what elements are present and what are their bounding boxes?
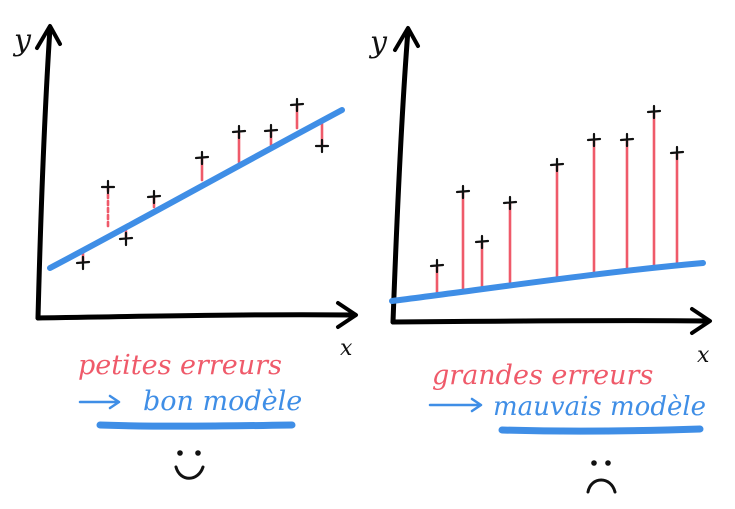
left-x-arrowhead	[336, 301, 358, 329]
right-caption-errors: grandes erreurs	[432, 360, 653, 391]
left-caption-arrow	[78, 394, 121, 410]
left-panel: y x petites erreu	[12, 23, 358, 480]
right-error-lines	[435, 110, 679, 295]
right-data-point	[586, 132, 602, 148]
happy-face-icon	[174, 450, 205, 480]
left-data-points	[75, 97, 330, 271]
right-x-label: x	[697, 343, 710, 368]
left-x-axis	[35, 312, 358, 321]
right-data-point	[669, 145, 685, 161]
right-fit-line	[389, 260, 706, 304]
left-caption-errors: petites erreurs	[78, 350, 282, 381]
left-data-point	[100, 179, 116, 195]
right-data-point	[455, 184, 471, 200]
left-caption-underline	[96, 421, 296, 430]
right-data-point	[619, 132, 635, 148]
right-panel: y x grandes erreu	[368, 25, 712, 494]
left-data-point	[231, 124, 247, 140]
left-y-arrowhead	[35, 24, 62, 50]
left-data-point	[263, 123, 279, 139]
left-data-point	[118, 231, 134, 247]
left-fit-line	[47, 107, 345, 271]
right-data-point	[646, 104, 662, 120]
left-data-point	[194, 150, 210, 166]
left-caption-model: bon modèle	[143, 386, 302, 417]
right-y-label: y	[368, 25, 388, 60]
sad-face-icon	[586, 460, 617, 494]
right-caption-arrow	[428, 397, 483, 413]
left-y-label: y	[12, 23, 32, 58]
right-caption-underline	[498, 425, 704, 435]
left-data-point	[146, 189, 162, 205]
left-x-label: x	[340, 336, 353, 361]
right-caption-model: mauvais modèle	[493, 392, 706, 422]
right-x-axis	[390, 318, 711, 325]
right-data-points	[429, 104, 685, 274]
right-data-point	[502, 195, 518, 211]
right-data-point	[474, 234, 490, 250]
right-data-point	[549, 157, 565, 173]
left-data-point	[75, 255, 91, 271]
right-x-arrowhead	[690, 307, 712, 335]
right-y-arrowhead	[393, 26, 420, 52]
left-data-point	[314, 138, 330, 154]
right-data-point	[429, 258, 445, 274]
right-y-axis	[390, 27, 411, 325]
left-data-point	[289, 97, 305, 113]
left-y-axis	[35, 25, 53, 321]
